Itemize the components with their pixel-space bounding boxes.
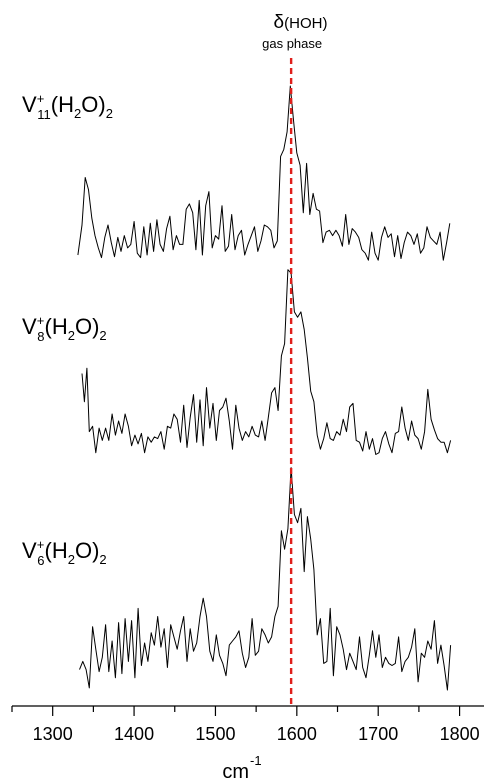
reference-symbol: δ — [274, 12, 285, 33]
series-label-sub: 2 — [99, 328, 106, 343]
series-2: V+ 8(H2O)2 — [22, 269, 452, 455]
series-line — [79, 467, 452, 691]
series-layer: V+ 11(H2O)2V+ 8(H2O)2V+ 6(H2O)2 — [22, 85, 452, 691]
series-line — [81, 269, 452, 455]
x-tick-label: 1300 — [33, 724, 73, 744]
series-label-base: V — [22, 538, 37, 563]
series-label-sub: 2 — [68, 328, 75, 343]
series-label-paren: (H — [45, 538, 68, 563]
series-label-tail: O) — [75, 538, 99, 563]
series-label: V+ 11(H2O)2 — [22, 91, 113, 122]
x-tick-label: 1500 — [195, 724, 235, 744]
series-label-base: V — [22, 92, 37, 117]
x-axis: 1300 1400 1500 1600 1700 1800 — [11, 705, 484, 744]
series-label-tail: O) — [81, 92, 105, 117]
series-label-charge: + — [37, 91, 45, 106]
series-label: V+ 6(H2O)2 — [22, 537, 107, 568]
series-label-sub: 2 — [106, 106, 113, 121]
series-line — [77, 85, 451, 261]
reference-label-sub: gas phase — [262, 36, 322, 51]
series-label-tail: O) — [75, 314, 99, 339]
reference-line-label: δ (HOH) gas phase — [262, 12, 327, 51]
series-label-size: 6 — [37, 553, 44, 568]
series-label-charge: + — [37, 313, 45, 328]
series-label-base: V — [22, 314, 37, 339]
x-tick-label: 1700 — [358, 724, 398, 744]
x-axis-label-superscript: -1 — [250, 753, 262, 768]
x-tick-label: 1800 — [440, 724, 480, 744]
series-3: V+ 6(H2O)2 — [22, 467, 452, 691]
x-tick-label: 1600 — [277, 724, 317, 744]
series-label-paren: (H — [45, 314, 68, 339]
series-label-sub: 2 — [74, 106, 81, 121]
series-label-size: 11 — [37, 107, 51, 122]
series-label-sub: 2 — [99, 552, 106, 567]
series-1: V+ 11(H2O)2 — [22, 85, 451, 261]
x-axis-label: cm -1 — [222, 753, 261, 783]
reference-label-text: (HOH) — [284, 15, 327, 32]
series-label: V+ 8(H2O)2 — [22, 313, 107, 344]
series-label-paren: (H — [51, 92, 74, 117]
series-label-size: 8 — [37, 329, 44, 344]
series-label-sub: 2 — [68, 552, 75, 567]
series-label-charge: + — [37, 537, 45, 552]
x-axis-label-text: cm — [222, 761, 249, 783]
x-tick-label: 1400 — [114, 724, 154, 744]
